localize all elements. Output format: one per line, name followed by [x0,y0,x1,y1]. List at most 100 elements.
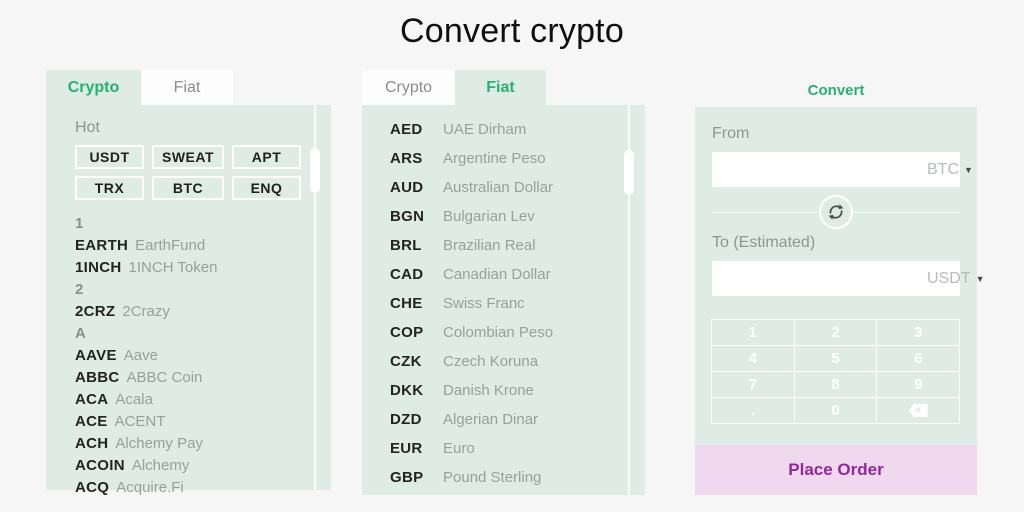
currency-symbol: CZK [390,353,422,370]
list-item-gbp[interactable]: GBP Pound Sterling [390,463,645,492]
keypad-9[interactable]: 9 [876,371,960,398]
fiat-panel-tabs: Crypto Fiat [362,70,645,105]
currency-name: Pound Sterling [443,469,542,486]
to-amount-input[interactable] [712,261,927,296]
currency-name: Australian Dollar [443,179,554,196]
tab-crypto[interactable]: Crypto [46,70,141,105]
list-item-ach[interactable]: ACH Alchemy Pay [75,432,331,454]
keypad-3[interactable]: 3 [876,319,960,346]
hot-chip-btc[interactable]: BTC [152,176,224,200]
list-item-abbc[interactable]: ABBC ABBC Coin [75,366,331,388]
hot-chip-enq[interactable]: ENQ [232,176,301,200]
convert-panel: Convert From BTC ▼ [695,82,984,495]
hot-chips: USDT SWEAT APT TRX BTC ENQ [75,145,301,200]
currency-name: Argentine Peso [443,150,546,167]
fiat-list-body: AED UAE Dirham ARS Argentine Peso AUD Austr… [362,105,645,495]
list-section-header: 1 [75,214,84,232]
currency-name: Alchemy [131,456,190,474]
keypad-4[interactable]: 4 [711,345,795,372]
hot-chip-sweat[interactable]: SWEAT [152,145,224,169]
tab-crypto[interactable]: Crypto [362,70,455,105]
crypto-list: 1 EARTH EarthFund 1INCH 1INCH Token 2 2CRZ… [75,212,331,498]
hot-chip-trx[interactable]: TRX [75,176,144,200]
currency-name: Bulgarian Lev [443,208,535,225]
keypad-1[interactable]: 1 [711,319,795,346]
list-item-1inch[interactable]: 1INCH 1INCH Token [75,256,331,278]
list-item-aave[interactable]: AAVE Aave [75,344,331,366]
list-item-ace[interactable]: ACE ACENT [75,410,331,432]
list-item-bgn[interactable]: BGN Bulgarian Lev [390,202,645,231]
list-item-aud[interactable]: AUD Australian Dollar [390,173,645,202]
currency-name: Canadian Dollar [443,266,551,283]
currency-name: 2Crazy [122,302,170,320]
backspace-icon: ✕ [908,404,928,417]
list-section-header: 2 [75,280,84,298]
currency-name: UAE Dirham [443,121,527,138]
currency-symbol: COP [390,324,424,341]
currency-name: Colombian Peso [443,324,554,341]
from-currency-select[interactable]: BTC ▼ [927,161,973,179]
from-label: From [712,125,750,142]
list-item-acoin[interactable]: ACOIN Alchemy [75,454,331,476]
list-item-czk[interactable]: CZK Czech Koruna [390,347,645,376]
list-item-cop[interactable]: COP Colombian Peso [390,318,645,347]
swap-arrows-icon [828,204,844,220]
currency-symbol: AED [390,121,423,138]
currency-symbol: AUD [390,179,424,196]
hot-chip-usdt[interactable]: USDT [75,145,144,169]
currency-name: Algerian Dinar [443,411,539,428]
keypad-decimal[interactable]: . [711,397,795,424]
currency-symbol: 2CRZ [75,302,116,320]
list-item-brl[interactable]: BRL Brazilian Real [390,231,645,260]
scrollbar-track [628,105,630,495]
currency-symbol: BGN [390,208,425,225]
keypad-backspace[interactable]: ✕ [876,397,960,424]
list-section-header: A [75,324,86,342]
currency-symbol: ACOIN [75,456,125,474]
tab-fiat[interactable]: Fiat [455,70,546,105]
keypad-7[interactable]: 7 [711,371,795,398]
list-item-earth[interactable]: EARTH EarthFund [75,234,331,256]
keypad-0[interactable]: 0 [793,397,878,424]
list-item-aed[interactable]: AED UAE Dirham [390,115,645,144]
currency-symbol: ACH [75,434,109,452]
to-input-row: USDT ▼ [712,261,984,296]
currency-symbol: ARS [390,150,423,167]
to-currency-select[interactable]: USDT ▼ [927,270,984,288]
list-item-dzd[interactable]: DZD Algerian Dinar [390,405,645,434]
list-item-cad[interactable]: CAD Canadian Dollar [390,260,645,289]
chevron-down-icon: ▼ [975,273,985,284]
currency-name: Euro [443,440,475,457]
list-item-aca[interactable]: ACA Acala [75,388,331,410]
tab-fiat[interactable]: Fiat [141,70,233,105]
keypad-6[interactable]: 6 [876,345,960,372]
currency-name: 1INCH Token [128,258,218,276]
currency-symbol: EARTH [75,236,129,254]
hot-chip-apt[interactable]: APT [232,145,301,169]
from-input-row: BTC ▼ [712,152,973,187]
list-item-dkk[interactable]: DKK Danish Krone [390,376,645,405]
swap-row [712,192,960,232]
list-item-2crz[interactable]: 2CRZ 2Crazy [75,300,331,322]
currency-name: EarthFund [135,236,206,254]
list-item-ars[interactable]: ARS Argentine Peso [390,144,645,173]
keypad-2[interactable]: 2 [793,319,878,346]
from-amount-input[interactable] [712,152,927,187]
swap-currencies-button[interactable] [819,195,853,229]
currency-name: Brazilian Real [443,237,536,254]
chevron-down-icon: ▼ [964,164,973,175]
currency-symbol: AAVE [75,346,117,364]
scrollbar-thumb[interactable] [310,148,320,193]
currency-symbol: CAD [390,266,424,283]
crypto-list-body: Hot USDT SWEAT APT TRX BTC ENQ 1 EARTH Ea… [46,105,331,496]
list-item-acq[interactable]: ACQ Acquire.Fi [75,476,331,498]
currency-symbol: ABBC [75,368,120,386]
keypad-8[interactable]: 8 [793,371,878,398]
scrollbar-thumb[interactable] [624,150,634,195]
keypad-5[interactable]: 5 [793,345,878,372]
currency-name: Czech Koruna [443,353,539,370]
list-item-che[interactable]: CHE Swiss Franc [390,289,645,318]
list-item-eur[interactable]: EUR Euro [390,434,645,463]
place-order-button[interactable]: Place Order [695,445,977,495]
currency-name: ACENT [114,412,166,430]
